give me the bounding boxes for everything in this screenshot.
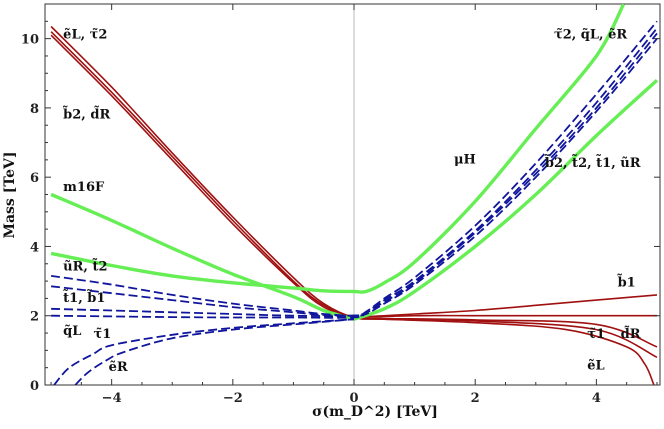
y-axis-label: Mass [TeV]: [2, 151, 18, 238]
series-line-blue-13: [74, 318, 355, 385]
curve-label-13: d̃R: [621, 325, 641, 342]
annotation-layer: ẽL, τ̃2 b̃2, d̃R m16F ũR, t̃2 t̃1, b̃1 q̃L τ̃1…: [62, 28, 640, 376]
x-tick-label-2: 0: [349, 391, 358, 406]
series-line-blue-12: [53, 318, 355, 385]
series-line-red-1: [50, 31, 658, 348]
series-line-red-2: [50, 34, 655, 385]
curve-label-9: τ̃2, q̃L, ẽR: [554, 28, 627, 43]
y-tick-label-1: 2: [30, 310, 39, 325]
series-line-red-4: [353, 294, 658, 319]
series-line-green-7: [353, 78, 659, 321]
x-tick-label-0: −4: [102, 391, 122, 406]
curve-label-4: t̃1, b̃1: [63, 289, 106, 306]
curve-label-14: ẽL: [587, 358, 604, 373]
curve-label-1: b̃2, d̃R: [62, 105, 110, 122]
curve-label-10: b̃2, t̃2, t̃1, ũR: [544, 153, 641, 170]
x-tick-label-4: 4: [592, 391, 601, 406]
curve-label-6: τ̃1: [93, 327, 111, 342]
y-tick-label-0: 0: [30, 379, 39, 394]
axes-layer: −4 −2 0 2 4 0 2 4 6 8 10: [21, 4, 660, 406]
series-line-blue-11: [51, 32, 658, 319]
curve-label-8: μH: [454, 152, 476, 167]
series-line-green-6: [50, 4, 626, 294]
curve-label-7: ẽR: [109, 360, 128, 375]
curve-label-12: τ̃1: [587, 327, 605, 342]
x-axis-label: σ(m_D^2) [TeV]: [312, 404, 438, 420]
series-line-red-0: [50, 25, 658, 359]
series-line-green-5: [50, 192, 355, 321]
series-layer: [50, 4, 659, 385]
plot-layer: [44, 3, 661, 386]
curve-label-11: b̃1: [617, 273, 636, 290]
y-tick-label-3: 6: [30, 171, 39, 186]
y-tick-label-5: 10: [21, 33, 39, 48]
plot-frame: [44, 3, 661, 386]
y-tick-label-2: 4: [30, 240, 39, 255]
x-tick-label-1: −2: [223, 391, 243, 406]
series-line-red-3: [353, 314, 657, 319]
series-line-blue-10: [51, 20, 658, 317]
curve-label-2: m16F: [63, 180, 105, 195]
curve-label-5: q̃L: [63, 324, 81, 339]
curve-label-3: ũR, t̃2: [63, 257, 107, 274]
y-tick-label-4: 8: [30, 102, 39, 117]
x-tick-label-3: 2: [471, 391, 480, 406]
curve-label-0: ẽL, τ̃2: [63, 28, 107, 43]
